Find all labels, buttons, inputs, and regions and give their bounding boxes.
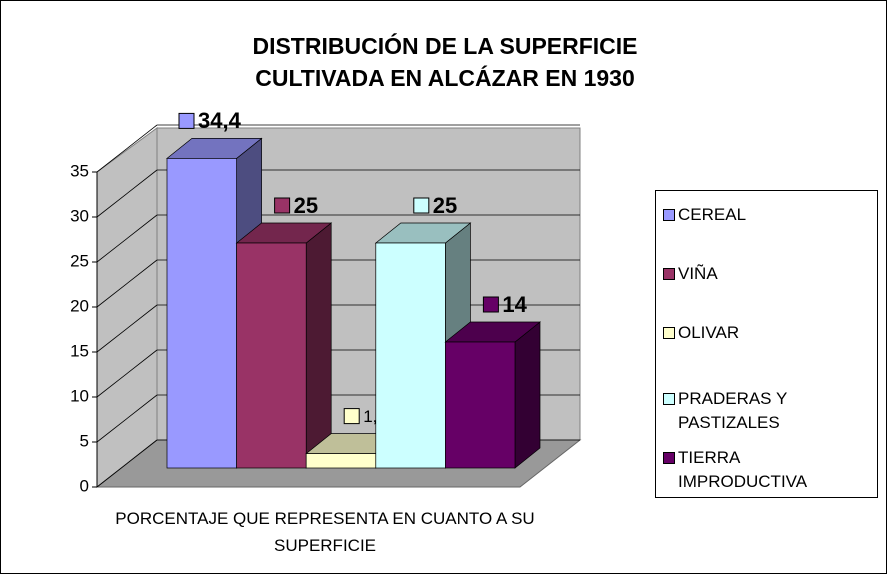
data-label-key <box>413 197 430 214</box>
legend-swatch <box>663 393 675 405</box>
bar <box>235 222 333 469</box>
data-label: 14 <box>502 292 527 317</box>
bar-front <box>236 242 307 469</box>
chart-title: DISTRIBUCIÓN DE LA SUPERFICIE CULTIVADA … <box>252 33 638 91</box>
grid-line <box>96 259 158 308</box>
y-tick-label: 10 <box>70 386 89 405</box>
grid-line <box>96 304 158 353</box>
data-label-key <box>482 296 499 313</box>
side-wall <box>96 127 158 489</box>
y-tick-label: 25 <box>70 251 89 270</box>
bar <box>444 321 541 469</box>
data-label: 34,4 <box>198 108 242 133</box>
grid-line <box>96 349 158 398</box>
bar-side <box>305 222 332 469</box>
legend-label: TIERRA IMPRODUCTIVA <box>678 448 808 491</box>
grid-line <box>96 439 158 488</box>
legend-label: PRADERAS Y PASTIZALES <box>678 389 787 432</box>
legend-swatch <box>663 327 675 339</box>
legend-swatch <box>663 209 675 221</box>
y-tick-label: 35 <box>70 161 89 180</box>
y-tick-label: 30 <box>70 206 89 225</box>
data-label-key <box>343 408 360 425</box>
grid-line <box>96 214 158 263</box>
y-tick-label: 15 <box>70 341 89 360</box>
x-category-label: PORCENTAJE QUE REPRESENTA EN CUANTO A SU… <box>115 509 535 555</box>
legend-label: CEREAL <box>678 205 747 224</box>
y-tick-label: 5 <box>80 431 89 450</box>
grid-line <box>96 394 158 443</box>
bar-front <box>305 453 377 469</box>
legend: CEREAL VIÑA OLIVAR PRADERAS Y PASTIZALES TIE… <box>655 190 878 498</box>
data-label: 25 <box>433 193 457 218</box>
legend-swatch <box>663 268 675 280</box>
data-label-key <box>178 112 195 129</box>
bar-side <box>514 321 541 469</box>
y-tick-label: 20 <box>70 296 89 315</box>
legend-label: VIÑA <box>678 264 718 283</box>
grid-line <box>96 124 158 173</box>
bar-front <box>166 158 237 469</box>
bar-front <box>375 242 446 469</box>
data-label-key <box>274 197 291 214</box>
bar-front <box>445 341 516 469</box>
grid-line <box>96 169 158 218</box>
legend-swatch <box>663 452 675 464</box>
legend-label: OLIVAR <box>678 323 740 342</box>
data-label: 25 <box>294 193 318 218</box>
y-tick-label: 0 <box>80 476 89 495</box>
